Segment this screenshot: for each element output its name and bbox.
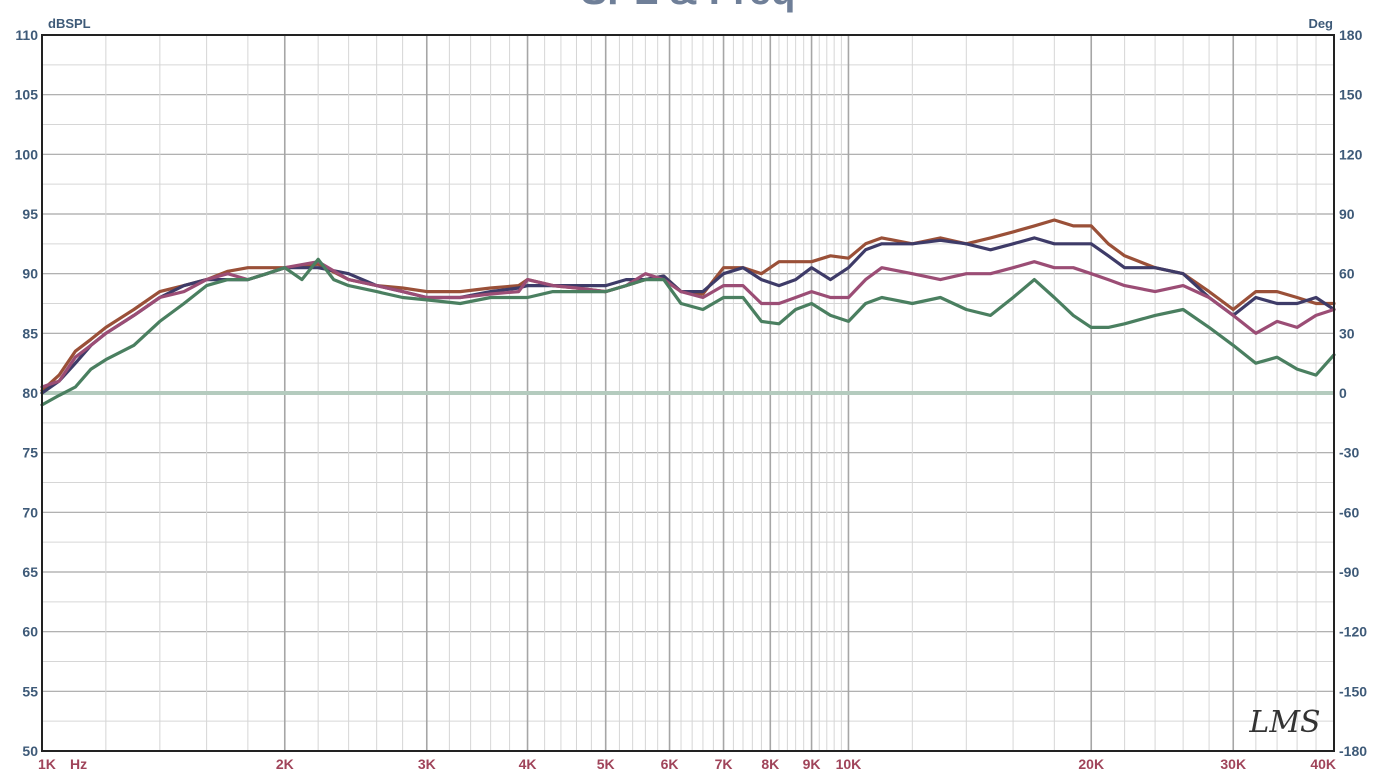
x-tick-label: 3K <box>418 756 436 772</box>
x-tick-label: 5K <box>597 756 615 772</box>
x-ticks: 1K 2K 3K 4K 5K 6K 7K 8K 9K 10K 20K 30K 40K <box>38 756 1336 772</box>
lms-logo: LMS <box>1248 705 1320 740</box>
y-right-ticks: 180 150 120 90 60 30 0 -30 -60 -90 -120 -150 -180 <box>1339 27 1367 759</box>
y-left-tick-label: 55 <box>22 683 38 699</box>
y-left-tick-label: 110 <box>15 27 38 43</box>
x-unit-label: Hz <box>70 756 87 772</box>
y-right-tick-label: 0 <box>1339 385 1347 401</box>
y-right-unit-label: Deg <box>1308 16 1333 31</box>
y-right-tick-label: -60 <box>1339 504 1359 520</box>
y-right-tick-label: -90 <box>1339 564 1359 580</box>
y-right-tick-label: -180 <box>1339 743 1367 759</box>
x-tick-label: 6K <box>661 756 679 772</box>
y-left-tick-label: 70 <box>22 504 38 520</box>
y-left-tick-label: 95 <box>22 206 38 222</box>
x-tick-label: 4K <box>519 756 537 772</box>
y-left-tick-label: 65 <box>22 564 38 580</box>
x-tick-label: 40K <box>1310 756 1336 772</box>
y-left-unit-label: dBSPL <box>48 16 91 31</box>
y-right-tick-label: -150 <box>1339 683 1367 699</box>
x-tick-label: 10K <box>836 756 862 772</box>
x-tick-label: 30K <box>1220 756 1246 772</box>
chart-title: SPL & Freq <box>581 0 796 13</box>
x-tick-label: 1K <box>38 756 56 772</box>
y-left-tick-label: 85 <box>22 325 38 341</box>
x-tick-label: 20K <box>1078 756 1104 772</box>
y-right-tick-label: 60 <box>1339 266 1355 282</box>
y-left-ticks: 110 105 100 95 90 85 80 75 70 65 60 55 50 <box>15 27 39 759</box>
y-right-tick-label: 90 <box>1339 206 1355 222</box>
y-left-tick-label: 80 <box>22 385 38 401</box>
y-right-tick-label: 150 <box>1339 87 1363 103</box>
x-tick-label: 7K <box>715 756 733 772</box>
series-line-4 <box>40 257 1336 407</box>
x-tick-label: 2K <box>276 756 294 772</box>
plot-frame <box>41 34 1335 752</box>
y-left-tick-label: 105 <box>15 87 39 103</box>
y-right-tick-label: -30 <box>1339 445 1359 461</box>
y-left-tick-label: 100 <box>15 146 39 162</box>
y-right-tick-label: 180 <box>1339 27 1363 43</box>
y-right-tick-label: -120 <box>1339 624 1367 640</box>
y-left-tick-label: 90 <box>22 266 38 282</box>
y-left-tick-label: 60 <box>22 624 38 640</box>
y-right-tick-label: 120 <box>1339 146 1363 162</box>
x-tick-label: 8K <box>761 756 779 772</box>
series-layer <box>40 218 1336 407</box>
y-right-tick-label: 30 <box>1339 325 1355 341</box>
x-tick-label: 9K <box>803 756 821 772</box>
y-left-tick-label: 75 <box>22 445 38 461</box>
y-left-tick-label: 50 <box>22 743 38 759</box>
